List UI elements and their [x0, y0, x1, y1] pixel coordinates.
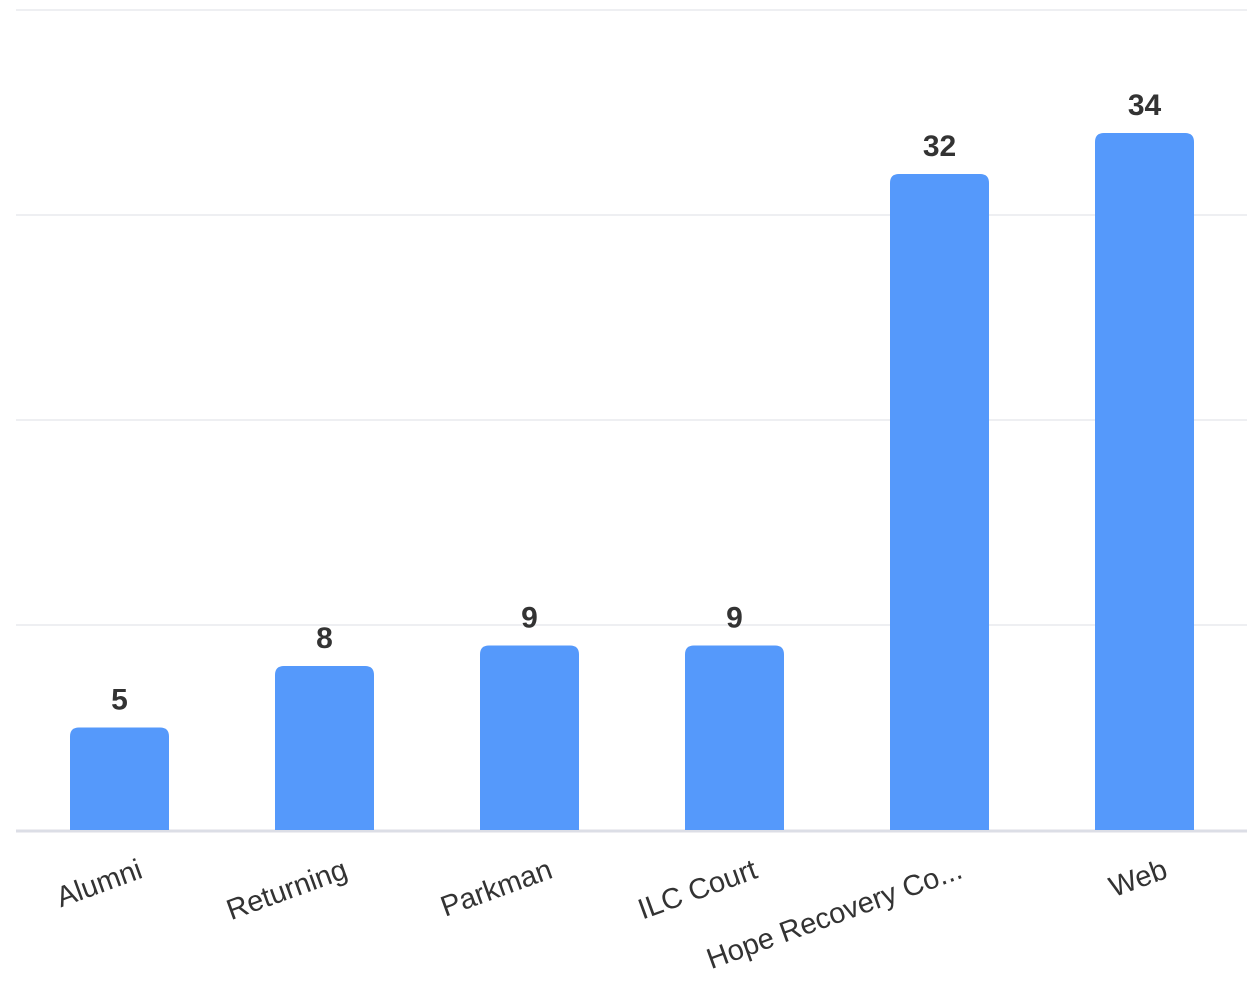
bar-3 — [685, 645, 784, 830]
category-label-3: ILC Court — [634, 854, 762, 927]
category-label-2: Parkman — [437, 854, 557, 924]
bar-1 — [275, 666, 374, 830]
bar-0 — [70, 727, 169, 830]
category-label-0: Alumni — [52, 854, 146, 914]
value-label-0: 5 — [111, 684, 128, 717]
gridlines — [16, 9, 1247, 833]
value-label-2: 9 — [521, 602, 538, 635]
category-label-1: Returning — [222, 854, 351, 927]
value-label-3: 9 — [726, 602, 743, 635]
bar-5 — [1095, 133, 1194, 830]
bar-4 — [890, 174, 989, 830]
category-label-5: Web — [1105, 854, 1171, 904]
bar-2 — [480, 645, 579, 830]
value-label-1: 8 — [316, 622, 333, 655]
bars — [70, 133, 1194, 830]
value-label-4: 32 — [923, 130, 956, 163]
value-label-5: 34 — [1128, 89, 1162, 122]
value-labels: 5 8 9 9 32 34 — [111, 89, 1161, 717]
